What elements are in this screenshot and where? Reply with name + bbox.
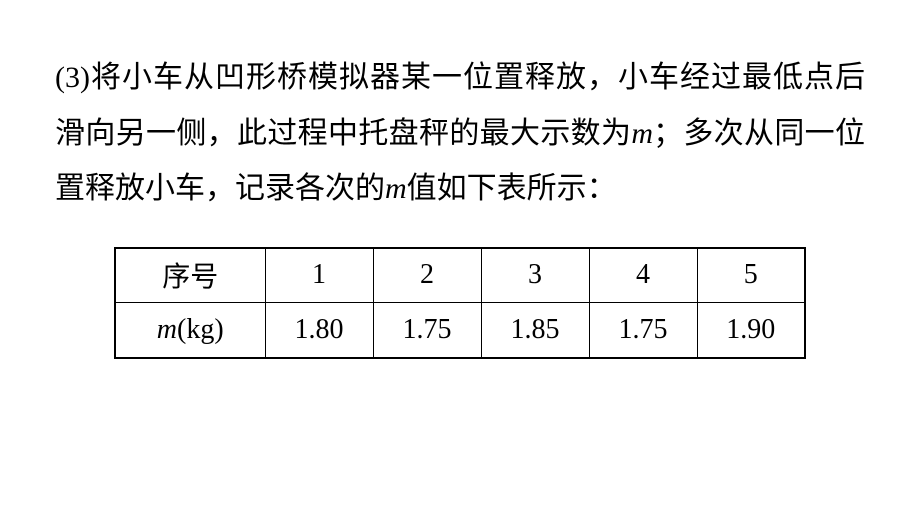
table-container: 序号 1 2 3 4 5 m(kg) 1.80 1.75 1.85 1.75 1… (55, 247, 865, 359)
data-table: 序号 1 2 3 4 5 m(kg) 1.80 1.75 1.85 1.75 1… (114, 247, 806, 359)
question-paragraph: (3)将小车从凹形桥模拟器某一位置释放，小车经过最低点后滑向另一侧，此过程中托盘… (55, 50, 865, 217)
header-cell: 4 (589, 248, 697, 303)
row-label-var: m (157, 314, 177, 345)
variable-m-1: m (631, 117, 653, 150)
data-cell: 1.75 (373, 303, 481, 358)
table-data-row: m(kg) 1.80 1.75 1.85 1.75 1.90 (115, 303, 805, 358)
data-cell: 1.85 (481, 303, 589, 358)
row-label-unit: (kg) (177, 314, 224, 345)
data-cell: 1.75 (589, 303, 697, 358)
row-label-cell: m(kg) (115, 303, 265, 358)
header-cell: 1 (265, 248, 373, 303)
paragraph-suffix: 值如下表所示： (407, 172, 617, 205)
data-cell: 1.90 (697, 303, 805, 358)
header-label-cell: 序号 (115, 248, 265, 303)
header-cell: 2 (373, 248, 481, 303)
header-cell: 5 (697, 248, 805, 303)
header-cell: 3 (481, 248, 589, 303)
table-header-row: 序号 1 2 3 4 5 (115, 248, 805, 303)
variable-m-2: m (385, 172, 407, 205)
data-cell: 1.80 (265, 303, 373, 358)
